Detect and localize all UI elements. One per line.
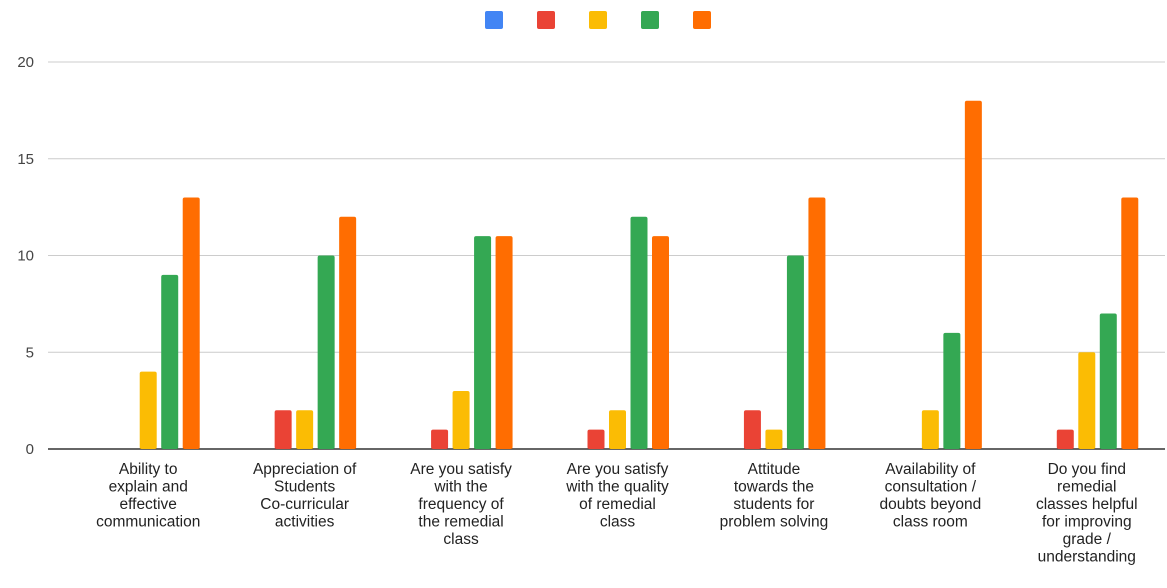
- bar: [431, 429, 449, 449]
- bar: [296, 410, 314, 449]
- x-tick-label: Are you satisfy with the quality of remedi…: [565, 461, 669, 531]
- x-tick-label: Appreciation of Students Co-curricular acti…: [253, 461, 357, 531]
- bar: [921, 410, 939, 449]
- bar: [630, 216, 648, 449]
- bar: [808, 197, 826, 449]
- y-tick-label: 5: [26, 344, 34, 361]
- bar: [743, 410, 761, 449]
- bar: [1056, 429, 1074, 449]
- bar: [495, 236, 513, 449]
- bar: [765, 429, 783, 449]
- bar: [452, 390, 470, 449]
- x-tick-label: Availability of consultation / doubts beyo…: [880, 461, 982, 531]
- legend-swatch: [589, 11, 607, 29]
- y-tick-label: 0: [26, 441, 34, 458]
- legend-swatch: [693, 11, 711, 29]
- legend-swatch: [485, 11, 503, 29]
- bar: [139, 371, 157, 449]
- legend-swatch: [537, 11, 555, 29]
- bar: [964, 100, 982, 449]
- bar: [609, 410, 626, 449]
- x-tick-label: Are you satisfy with the frequency of the r…: [410, 461, 512, 548]
- bar: [786, 255, 804, 449]
- bar: [339, 216, 357, 449]
- bar: [652, 236, 669, 449]
- bar: [274, 410, 292, 449]
- x-tick-label: Attitude towards the students for problem s…: [720, 461, 829, 531]
- bar: [317, 255, 335, 449]
- bar: [161, 274, 179, 449]
- bar: [474, 236, 492, 449]
- bar: [1121, 197, 1139, 449]
- bar: [943, 332, 961, 449]
- y-tick-label: 20: [17, 54, 34, 71]
- x-tick-label: Do you find remedial classes helpful for im…: [1036, 461, 1138, 566]
- bar: [1078, 352, 1096, 449]
- bar: [587, 429, 605, 449]
- bar: [1099, 313, 1117, 449]
- y-tick-label: 15: [17, 151, 34, 168]
- y-tick-label: 10: [17, 248, 34, 265]
- bar: [182, 197, 200, 449]
- x-tick-label: Ability to explain and effective communicat…: [96, 461, 200, 531]
- legend-swatch: [641, 11, 659, 29]
